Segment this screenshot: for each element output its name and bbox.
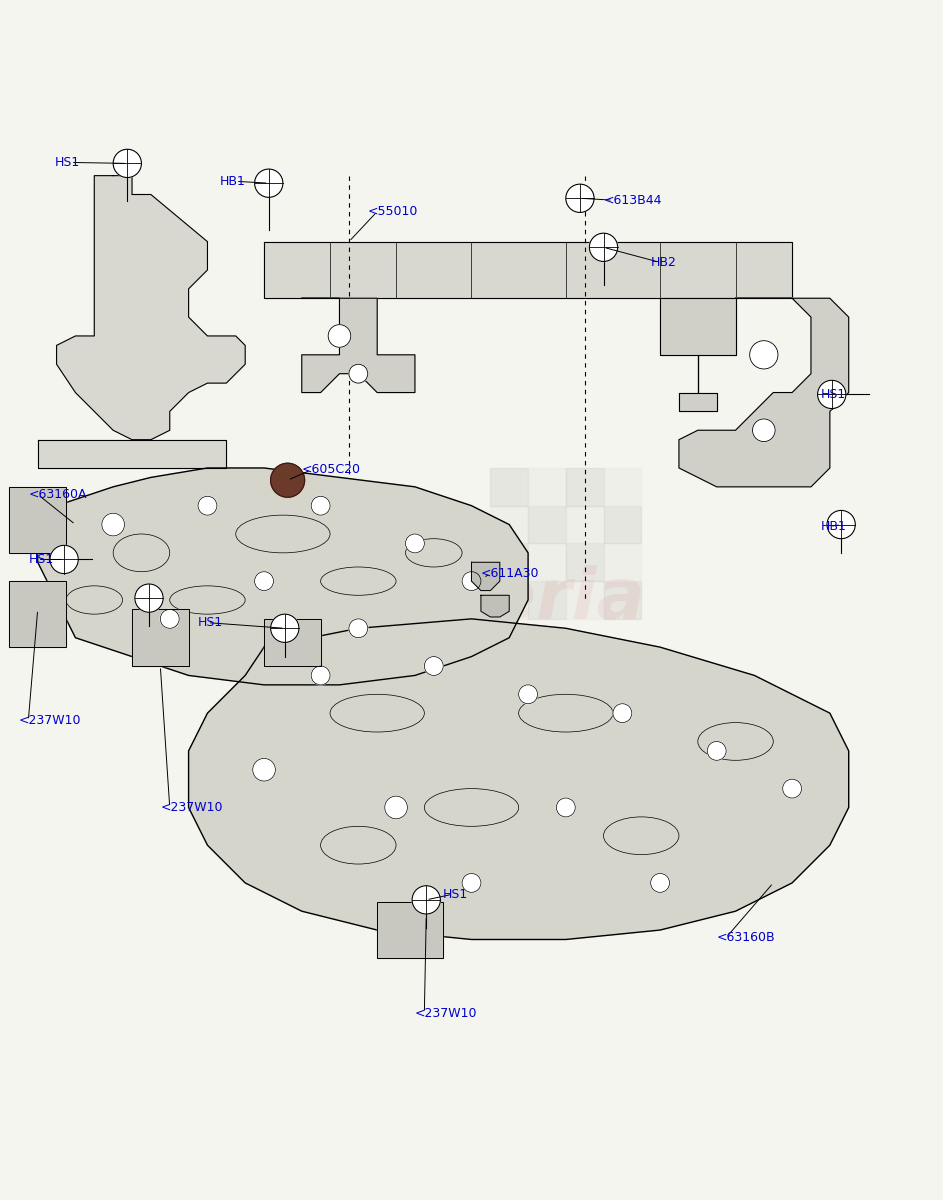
Text: <63160B: <63160B: [717, 931, 775, 944]
Circle shape: [349, 619, 368, 637]
Polygon shape: [679, 299, 849, 487]
Polygon shape: [302, 299, 415, 392]
Text: HS1: HS1: [55, 156, 80, 169]
Bar: [9, 581, 66, 647]
Text: <237W10: <237W10: [415, 1007, 477, 1020]
Polygon shape: [472, 563, 500, 590]
Bar: [604, 544, 641, 581]
Bar: [566, 581, 604, 619]
Text: HB1: HB1: [820, 520, 846, 533]
Circle shape: [556, 798, 575, 817]
Bar: [9, 581, 66, 647]
Circle shape: [783, 779, 802, 798]
Circle shape: [255, 571, 273, 590]
Text: HS1: HS1: [443, 888, 469, 901]
Text: HB2: HB2: [651, 256, 676, 269]
Bar: [528, 544, 566, 581]
Bar: [604, 468, 641, 505]
Circle shape: [311, 497, 330, 515]
Circle shape: [349, 365, 368, 383]
Polygon shape: [189, 619, 849, 940]
Circle shape: [135, 584, 163, 612]
Bar: [490, 544, 528, 581]
Circle shape: [827, 510, 855, 539]
Circle shape: [519, 685, 538, 703]
Bar: [132, 610, 189, 666]
Circle shape: [255, 169, 283, 197]
Polygon shape: [481, 595, 509, 617]
Text: scuderia: scuderia: [298, 565, 645, 635]
Text: <63160A: <63160A: [28, 488, 87, 500]
Bar: [528, 581, 566, 619]
Text: <237W10: <237W10: [160, 800, 223, 814]
Circle shape: [462, 571, 481, 590]
Bar: [377, 901, 443, 959]
Circle shape: [424, 656, 443, 676]
Text: HB1: HB1: [220, 175, 245, 188]
Circle shape: [462, 874, 481, 893]
Text: HS1: HS1: [820, 388, 846, 401]
Polygon shape: [660, 299, 736, 412]
Text: <613B44: <613B44: [604, 193, 662, 206]
Circle shape: [271, 614, 299, 642]
Circle shape: [750, 341, 778, 368]
Bar: [566, 544, 604, 581]
Bar: [566, 505, 604, 544]
Circle shape: [160, 610, 179, 629]
Circle shape: [253, 758, 275, 781]
Polygon shape: [57, 175, 245, 439]
Circle shape: [566, 184, 594, 212]
Bar: [528, 505, 566, 544]
Circle shape: [102, 514, 124, 536]
Text: HS1: HS1: [198, 616, 223, 629]
Bar: [566, 468, 604, 505]
Circle shape: [50, 545, 78, 574]
Bar: [377, 901, 443, 959]
Text: HS1: HS1: [28, 553, 54, 566]
Circle shape: [753, 419, 775, 442]
Bar: [9, 487, 66, 553]
Circle shape: [311, 666, 330, 685]
Polygon shape: [38, 468, 528, 685]
Circle shape: [328, 325, 351, 347]
Circle shape: [271, 463, 305, 497]
Bar: [132, 610, 189, 666]
Circle shape: [405, 534, 424, 553]
Circle shape: [412, 886, 440, 914]
Text: <55010: <55010: [368, 205, 418, 218]
Bar: [528, 468, 566, 505]
Text: <237W10: <237W10: [19, 714, 81, 727]
Bar: [604, 581, 641, 619]
Text: <611A30: <611A30: [481, 568, 539, 580]
Text: <605C20: <605C20: [302, 463, 361, 476]
Circle shape: [589, 233, 618, 262]
Bar: [9, 487, 66, 553]
Circle shape: [385, 796, 407, 818]
Circle shape: [707, 742, 726, 761]
Bar: [490, 468, 528, 505]
Circle shape: [113, 149, 141, 178]
Circle shape: [198, 497, 217, 515]
Polygon shape: [264, 241, 792, 299]
Bar: [264, 619, 321, 666]
Polygon shape: [38, 439, 226, 468]
Circle shape: [818, 380, 846, 408]
Bar: [604, 505, 641, 544]
Circle shape: [613, 703, 632, 722]
Bar: [264, 619, 321, 666]
Bar: [490, 581, 528, 619]
Circle shape: [651, 874, 670, 893]
Bar: [490, 505, 528, 544]
